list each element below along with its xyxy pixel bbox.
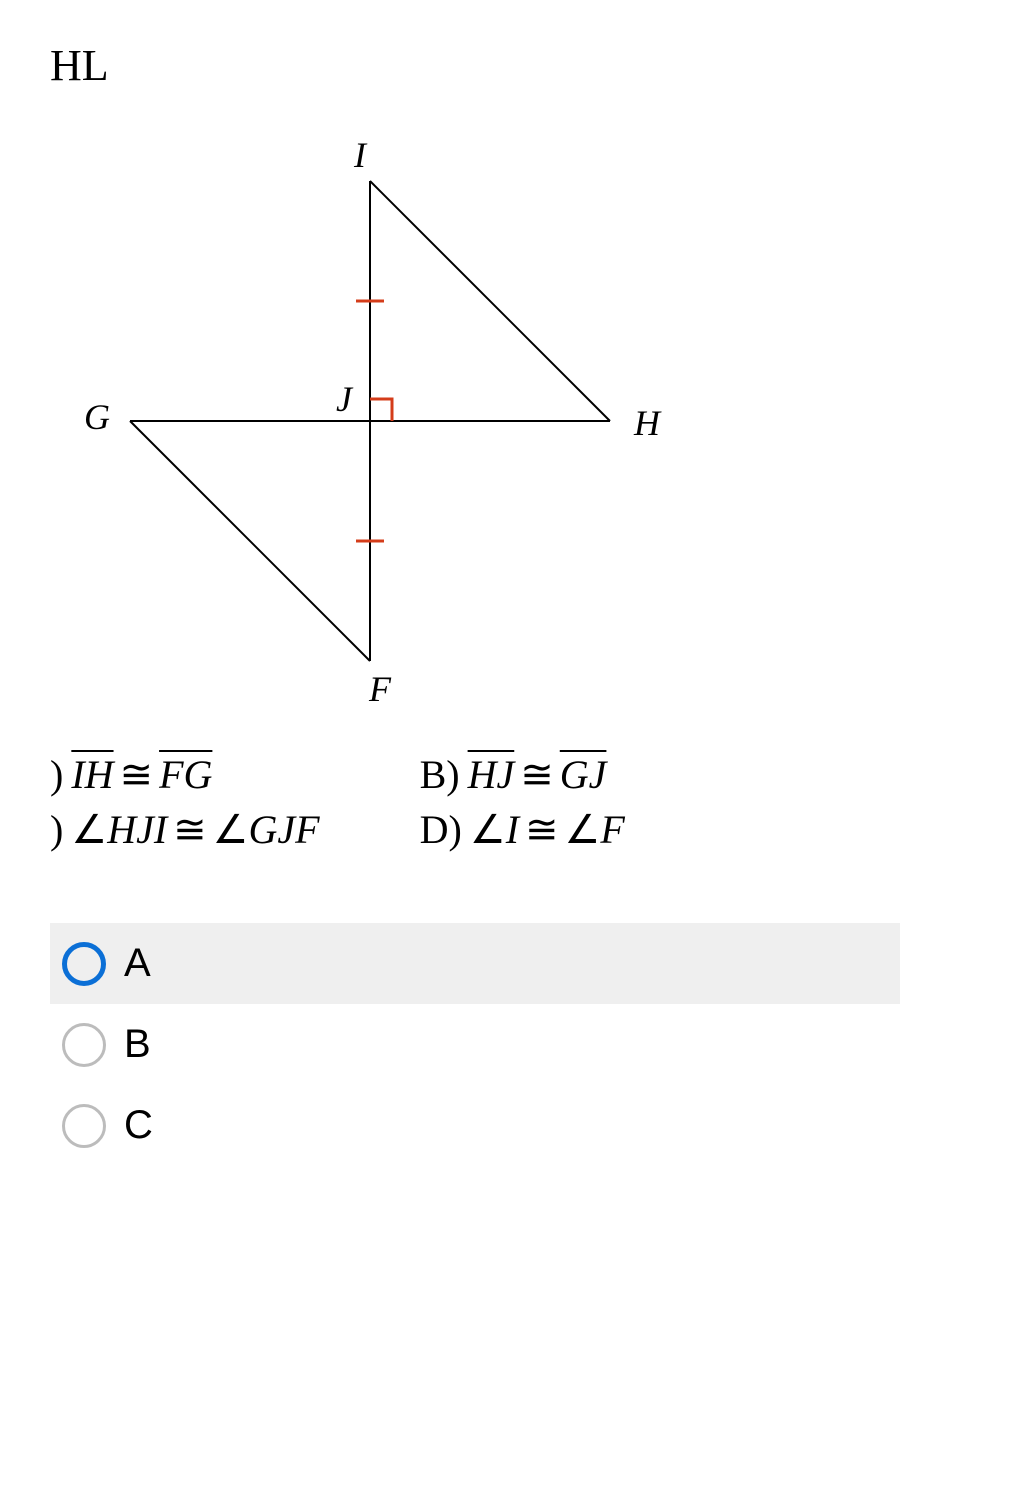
answer-prefix: ): [50, 751, 63, 798]
options-list: ABC: [50, 923, 900, 1166]
answer-prefix: D): [420, 806, 462, 853]
vertex-label-J: J: [336, 379, 354, 419]
page-title: HL: [50, 40, 971, 91]
option-C[interactable]: C: [50, 1085, 900, 1166]
answer-prefix: ): [50, 806, 63, 853]
answer-choices-block: )IH≅FG )∠HJI≅∠GJF B)HJ≅GJ D)∠I≅∠F: [50, 751, 971, 853]
vertex-label-I: I: [353, 135, 368, 175]
answers-right-col: B)HJ≅GJ D)∠I≅∠F: [420, 751, 625, 853]
answer-prefix: B): [420, 751, 460, 798]
option-A[interactable]: A: [50, 923, 900, 1004]
diagram-svg: I H J G F: [50, 131, 690, 731]
vertex-label-F: F: [368, 669, 392, 709]
option-label: A: [124, 941, 151, 986]
radio-icon: [62, 1104, 106, 1148]
option-label: B: [124, 1022, 151, 1067]
option-label: C: [124, 1103, 153, 1148]
answers-left-col: )IH≅FG )∠HJI≅∠GJF: [50, 751, 320, 853]
radio-icon: [62, 942, 106, 986]
vertex-label-G: G: [84, 397, 110, 437]
radio-icon: [62, 1023, 106, 1067]
option-B[interactable]: B: [50, 1004, 900, 1085]
answer-choice: )∠HJI≅∠GJF: [50, 806, 320, 853]
vertex-label-H: H: [633, 403, 662, 443]
answer-choice: )IH≅FG: [50, 751, 320, 798]
geometry-diagram: I H J G F: [50, 131, 690, 731]
answer-choice: D)∠I≅∠F: [420, 806, 625, 853]
answer-choice: B)HJ≅GJ: [420, 751, 625, 798]
